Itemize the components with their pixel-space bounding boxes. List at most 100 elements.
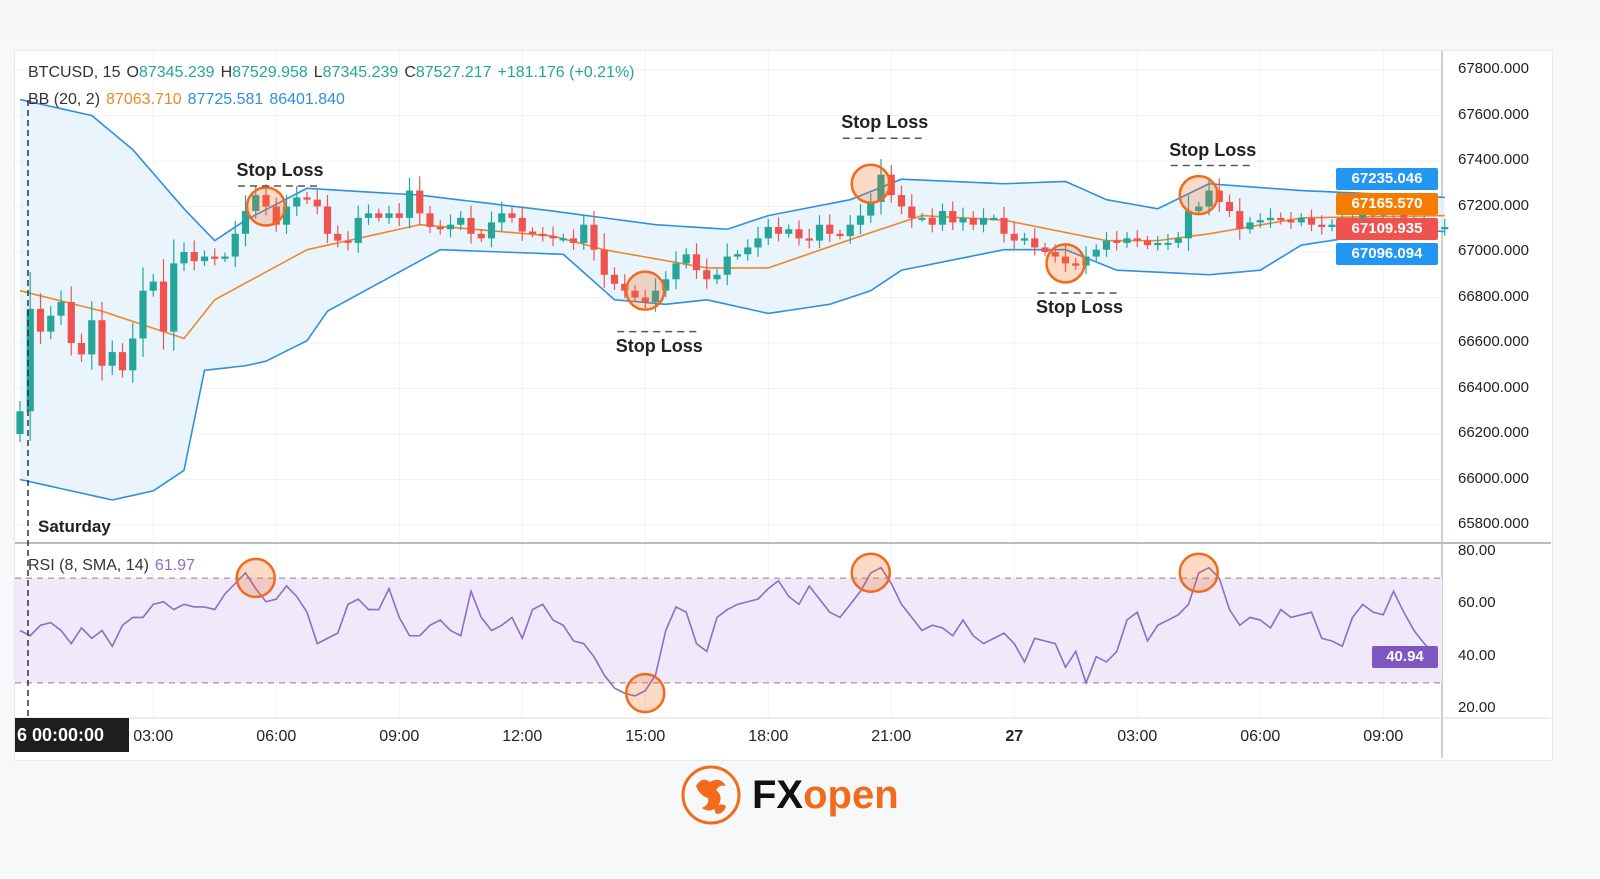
time-axis-label: 15:00 (625, 728, 666, 745)
candle-body (744, 247, 752, 255)
candle-body (887, 174, 895, 196)
candle-body (723, 256, 731, 275)
candle-body (477, 233, 485, 239)
candle-body (549, 236, 557, 239)
bb-lower-value: 86401.840 (269, 91, 345, 108)
price-axis-label: 67600.000 (1458, 105, 1529, 123)
candle-body (77, 343, 86, 355)
rsi-extreme-marker (235, 557, 276, 599)
candle-body (1020, 238, 1029, 241)
candle-body (1102, 240, 1111, 250)
candle-body (528, 231, 537, 234)
candle-body (610, 274, 619, 284)
candle-body (313, 199, 321, 207)
time-axis-label: 09:00 (1363, 728, 1404, 745)
candle-body (129, 338, 137, 371)
time-axis-label: 27 (1005, 728, 1024, 745)
candle-body (928, 217, 936, 225)
rsi-label: RSI (8, SMA, 14) (28, 557, 149, 574)
candle-body (1225, 201, 1234, 212)
candle-body (580, 224, 588, 243)
candle-body (436, 226, 444, 230)
bb-upper-price-badge: 67235.046 (1336, 168, 1438, 190)
candle-body (149, 281, 157, 291)
bollinger-basis-line (19, 214, 1445, 340)
logo-open-text: open (803, 772, 899, 817)
low-value: 87345.239 (322, 64, 399, 81)
bull-logo-icon (681, 765, 741, 825)
candle-body (764, 226, 772, 239)
stop-loss-label: Stop Loss (841, 112, 929, 133)
candle-body (395, 213, 403, 218)
candle-body (713, 274, 721, 280)
candle-body (118, 352, 127, 371)
candle-body (1113, 240, 1121, 243)
candle-body (1051, 252, 1059, 257)
candle-body (344, 240, 352, 243)
candle-body (139, 290, 147, 339)
price-axis-label: 66400.000 (1458, 378, 1529, 396)
rsi-axis-label: 80.00 (1458, 542, 1496, 559)
open-value: 87345.239 (138, 64, 215, 81)
candle-body (508, 213, 516, 218)
candle-body (1307, 217, 1316, 225)
candle-body (221, 256, 229, 259)
candle-body (867, 201, 875, 216)
time-axis-label: 09:00 (379, 728, 420, 745)
candle-body (375, 213, 383, 218)
candle-body (621, 283, 629, 291)
time-axis-label: 12:00 (502, 728, 543, 745)
candle-body (774, 226, 783, 234)
candle-body (1359, 213, 1367, 218)
rsi-legend: RSI (8, SMA, 14) 61.97 (28, 557, 201, 575)
candle-body (518, 217, 526, 232)
candle-body (252, 195, 260, 212)
candle-body (1164, 242, 1172, 245)
candle-body (856, 215, 865, 225)
candle-body (1061, 256, 1070, 264)
change-value: +181.176 (+0.21%) (497, 64, 635, 81)
candle-body (1041, 247, 1049, 252)
candle-body (272, 206, 280, 225)
candle-body (26, 308, 34, 412)
candle-body (815, 224, 824, 241)
candle-body (36, 308, 45, 332)
candle-body (426, 213, 434, 227)
candle-body (590, 224, 598, 250)
rsi-line (19, 566, 1436, 697)
open-label: O (126, 64, 139, 81)
candle-body (1072, 263, 1080, 266)
candle-body (559, 238, 567, 241)
time-axis-label: 21:00 (871, 728, 912, 745)
bb-upper-value: 87725.581 (187, 91, 264, 108)
candle-body (641, 297, 649, 303)
candle-body (959, 217, 967, 223)
candle-body (1297, 217, 1305, 223)
last-price-badge: 67109.935 (1336, 218, 1438, 240)
time-axis-label: 06:00 (1240, 728, 1281, 745)
rsi-axis-label: 40.00 (1458, 646, 1496, 664)
bb-basis-price-badge: 67165.570 (1336, 193, 1438, 215)
candle-body (303, 197, 311, 200)
candle-body (159, 281, 168, 332)
candle-body (1236, 211, 1244, 230)
candle-body (846, 224, 854, 237)
price-axis-label: 66200.000 (1458, 424, 1529, 441)
candle-body (754, 238, 762, 248)
low-label: L (313, 64, 323, 81)
time-axis-label: 06:00 (256, 728, 297, 745)
candle-body (969, 217, 977, 225)
candle-body (979, 217, 988, 225)
candle-body (1000, 217, 1008, 234)
candle-body (1441, 226, 1449, 230)
candle-body (1082, 256, 1090, 266)
candle-body (457, 217, 465, 225)
stop-loss-label: Stop Loss (1035, 296, 1124, 317)
candle-body (918, 217, 926, 220)
logo-fx-text: FX (752, 772, 804, 817)
candle-body (487, 222, 496, 239)
close-value: 87527.217 (415, 64, 492, 81)
candle-body (108, 352, 116, 366)
bollinger-band-fill (20, 99, 1445, 500)
